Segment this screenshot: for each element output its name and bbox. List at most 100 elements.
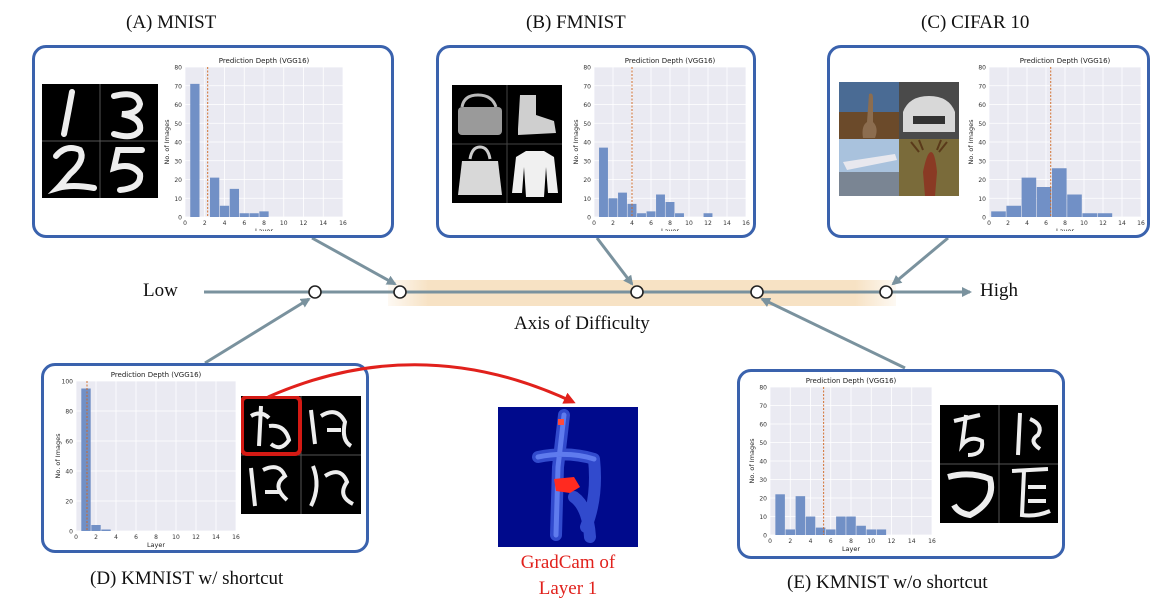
x-tick-label: 6 [649, 220, 653, 227]
y-tick-label: 30 [583, 158, 591, 165]
axis-high-label: High [980, 280, 1018, 301]
x-tick-label: 4 [114, 534, 118, 541]
mnist-samples [42, 84, 158, 198]
x-tick-label: 6 [242, 220, 246, 227]
histogram-bar [795, 496, 806, 535]
x-tick-label: 2 [94, 534, 98, 541]
chart-fmnist: 0 10 20 30 40 50 60 70 80 0 2 4 6 8 10 12 14 16 Prediction… [572, 57, 750, 231]
y-tick-label: 80 [583, 65, 591, 72]
y-tick-label: 20 [759, 496, 767, 503]
kmnist-shortcut-samples [241, 396, 361, 514]
x-axis-label: Layer [1056, 227, 1074, 231]
x-tick-label: 16 [1137, 220, 1145, 227]
x-tick-label: 2 [788, 538, 792, 545]
y-tick-label: 40 [978, 140, 986, 147]
cifar10-samples [839, 82, 959, 196]
y-tick-label: 80 [978, 65, 986, 72]
y-tick-label: 10 [174, 196, 182, 203]
histogram-bar [1067, 194, 1082, 217]
histogram-bar [815, 527, 826, 535]
chart-title: Prediction Depth (VGG16) [806, 377, 897, 385]
arrow-cifar10 [891, 236, 949, 286]
x-tick-label: 14 [319, 220, 327, 227]
histogram-bar [1006, 205, 1021, 217]
histogram-bar [91, 525, 101, 531]
caption-fmnist: (B) FMNIST [526, 12, 626, 33]
x-tick-label: 2 [1006, 220, 1010, 227]
x-tick-label: 14 [1118, 220, 1126, 227]
fmnist-samples [452, 85, 562, 203]
y-tick-label: 40 [583, 140, 591, 147]
caption-cifar10: (C) CIFAR 10 [921, 12, 1030, 33]
x-tick-label: 8 [668, 220, 672, 227]
y-tick-label: 100 [62, 379, 74, 386]
chart-title: Prediction Depth (VGG16) [219, 57, 310, 65]
histogram-bar [805, 516, 816, 535]
y-tick-label: 0 [69, 529, 73, 536]
x-tick-label: 4 [1025, 220, 1029, 227]
y-tick-label: 30 [978, 158, 986, 165]
y-tick-label: 0 [178, 215, 182, 222]
gradcam-label-line2: Layer 1 [538, 578, 598, 599]
y-tick-label: 70 [583, 83, 591, 90]
histogram-bar [656, 194, 665, 217]
x-tick-label: 8 [1063, 220, 1067, 227]
y-tick-label: 0 [763, 533, 767, 540]
y-tick-label: 30 [759, 477, 767, 484]
x-tick-label: 16 [742, 220, 750, 227]
panel-kmnist-shortcut: 0 20 40 60 80 100 0 2 4 6 8 10 12 14 16 Prediction Dept… [41, 363, 369, 553]
y-tick-label: 0 [587, 215, 591, 222]
x-tick-label: 0 [183, 220, 187, 227]
x-axis-label: Layer [147, 541, 165, 549]
y-tick-label: 50 [978, 121, 986, 128]
histogram-bar [646, 211, 656, 217]
histogram-bar [627, 203, 637, 217]
x-tick-label: 10 [280, 220, 288, 227]
histogram-bar [876, 529, 887, 535]
y-tick-label: 40 [174, 140, 182, 147]
y-axis-label: No. of Images [967, 119, 975, 165]
x-tick-label: 2 [203, 220, 207, 227]
y-tick-label: 70 [759, 403, 767, 410]
histogram-bar [825, 529, 836, 535]
x-tick-label: 14 [212, 534, 220, 541]
x-tick-label: 6 [829, 538, 833, 545]
axis-node-kmnist-shortcut [308, 285, 322, 299]
histogram-bar [599, 147, 608, 217]
y-tick-label: 50 [583, 121, 591, 128]
x-tick-label: 12 [192, 534, 200, 541]
y-tick-label: 40 [65, 469, 73, 476]
panel-kmnist-no-shortcut: 0 10 20 30 40 50 60 70 80 0 2 4 6 8 10 12 14 16 Prediction… [737, 369, 1065, 559]
axis-low-label: Low [143, 280, 178, 301]
x-tick-label: 14 [908, 538, 916, 545]
histogram-bar [866, 529, 877, 535]
y-tick-label: 30 [174, 158, 182, 165]
histogram-bar [703, 213, 713, 217]
caption-mnist: (A) MNIST [126, 12, 217, 33]
histogram-bar [219, 205, 230, 217]
x-tick-label: 4 [809, 538, 813, 545]
y-tick-label: 20 [174, 177, 182, 184]
y-tick-label: 20 [65, 499, 73, 506]
x-tick-label: 6 [1044, 220, 1048, 227]
y-tick-label: 70 [174, 83, 182, 90]
x-tick-label: 6 [134, 534, 138, 541]
y-tick-label: 10 [759, 514, 767, 521]
y-tick-label: 60 [583, 102, 591, 109]
y-tick-label: 0 [982, 215, 986, 222]
y-tick-label: 60 [174, 102, 182, 109]
arrow-kmnist-shortcut [204, 297, 311, 365]
y-axis-label: No. of Images [748, 438, 756, 484]
x-tick-label: 0 [74, 534, 78, 541]
y-tick-label: 80 [174, 65, 182, 72]
histogram-bar [1097, 213, 1113, 217]
arrow-mnist [311, 236, 397, 286]
y-tick-label: 60 [65, 439, 73, 446]
gradcam-label: GradCam of Layer 1 [488, 550, 648, 602]
chart-cifar10: 0 10 20 30 40 50 60 70 80 0 2 4 6 8 10 12 14 16 Prediction… [967, 57, 1145, 231]
chart-kmnist-no-shortcut: 0 10 20 30 40 50 60 70 80 0 2 4 6 8 10 12 14 16 Prediction… [748, 377, 936, 553]
gradcam-label-line1: GradCam of [520, 552, 616, 573]
histogram-bar [775, 494, 785, 535]
y-tick-label: 50 [759, 440, 767, 447]
